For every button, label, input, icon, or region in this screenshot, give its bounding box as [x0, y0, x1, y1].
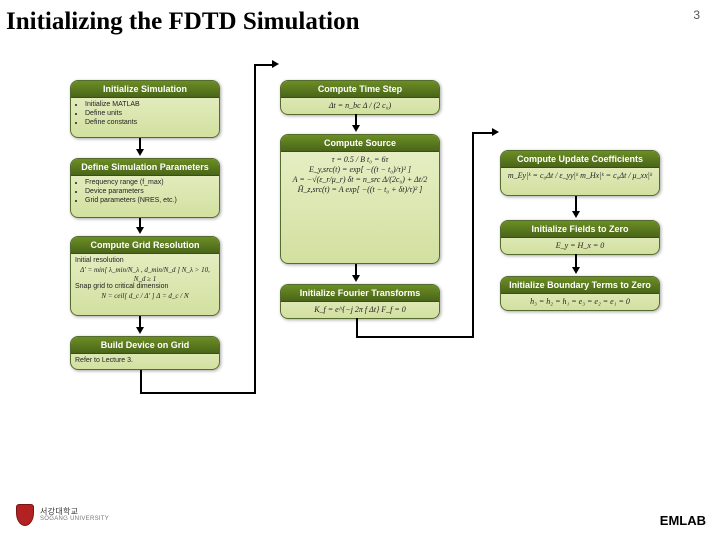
node-body: Refer to Lecture 3.: [71, 354, 219, 369]
node-body: E_y = H_x = 0: [501, 238, 659, 254]
node-header: Initialize Fourier Transforms: [281, 285, 439, 302]
node-fields-zero: Initialize Fields to ZeroE_y = H_x = 0: [500, 220, 660, 255]
connector-segment: [356, 318, 358, 338]
node-header: Initialize Boundary Terms to Zero: [501, 277, 659, 294]
list-item: Define units: [85, 110, 215, 119]
node-time-step: Compute Time StepΔt = n_bc Δ / (2 c₀): [280, 80, 440, 115]
list-item: Frequency range (f_max): [85, 179, 215, 188]
node-body: Initialize MATLABDefine unitsDefine cons…: [71, 98, 219, 130]
arrow-head-icon: [272, 60, 279, 68]
node-header: Compute Source: [281, 135, 439, 152]
node-header: Initialize Fields to Zero: [501, 221, 659, 238]
arrow: [572, 254, 580, 274]
lab-label: EMLAB: [660, 513, 706, 528]
arrow-head-icon: [492, 128, 499, 136]
arrow: [136, 138, 144, 156]
connector-segment: [140, 370, 142, 394]
node-bc-zero: Initialize Boundary Terms to Zeroh₃ = h₂…: [500, 276, 660, 311]
connector-segment: [472, 132, 474, 338]
shield-icon: [16, 504, 34, 526]
node-def-params: Define Simulation ParametersFrequency ra…: [70, 158, 220, 218]
page-title: Initializing the FDTD Simulation: [6, 8, 360, 36]
list-item: Initialize MATLAB: [85, 101, 215, 110]
list-item: Device parameters: [85, 188, 215, 197]
node-body: K_f = e^{−j 2π f Δt} F_f = 0: [281, 302, 439, 318]
node-grid-res: Compute Grid ResolutionInitial resolutio…: [70, 236, 220, 316]
arrow: [352, 114, 360, 132]
node-build-dev: Build Device on GridRefer to Lecture 3.: [70, 336, 220, 370]
arrow: [136, 218, 144, 234]
node-update-coef: Compute Update Coefficientsm_Ey|ᵏ = c₀Δt…: [500, 150, 660, 196]
node-header: Compute Grid Resolution: [71, 237, 219, 254]
node-body: h₃ = h₂ = h₁ = e₃ = e₂ = e₁ = 0: [501, 294, 659, 310]
connector-segment: [254, 64, 256, 394]
arrow: [136, 316, 144, 334]
node-body: m_Ey|ᵏ = c₀Δt / ε_yy|ᵏ m_Hx|ᵏ = c₀Δt / μ…: [501, 168, 659, 184]
list-item: Define constants: [85, 119, 215, 128]
node-source: Compute Sourceτ = 0.5 / B t₀ = 6τ E_y,sr…: [280, 134, 440, 264]
node-body: τ = 0.5 / B t₀ = 6τ E_y,src(t) = exp[ −(…: [281, 152, 439, 198]
footer-logo: 서강대학교 SOGANG UNIVERSITY: [16, 504, 109, 526]
connector-segment: [140, 392, 256, 394]
node-header: Initialize Simulation: [71, 81, 219, 98]
node-header: Compute Time Step: [281, 81, 439, 98]
node-body: Δt = n_bc Δ / (2 c₀): [281, 98, 439, 114]
arrow: [572, 196, 580, 218]
list-item: Grid parameters (NRES, etc.): [85, 197, 215, 206]
connector-segment: [356, 336, 474, 338]
connector-segment: [254, 64, 274, 66]
node-init-sim: Initialize SimulationInitialize MATLABDe…: [70, 80, 220, 138]
node-header: Build Device on Grid: [71, 337, 219, 354]
arrow: [352, 264, 360, 282]
node-fourier: Initialize Fourier TransformsK_f = e^{−j…: [280, 284, 440, 319]
page-number: 3: [693, 8, 700, 22]
connector-segment: [472, 132, 494, 134]
node-header: Define Simulation Parameters: [71, 159, 219, 176]
university-name: 서강대학교 SOGANG UNIVERSITY: [40, 508, 109, 522]
node-body: Frequency range (f_max)Device parameters…: [71, 176, 219, 208]
node-header: Compute Update Coefficients: [501, 151, 659, 168]
node-body: Initial resolutionΔ' = min[ λ_min/N_λ , …: [71, 254, 219, 304]
flowchart-stage: Initialize SimulationInitialize MATLABDe…: [70, 80, 690, 460]
